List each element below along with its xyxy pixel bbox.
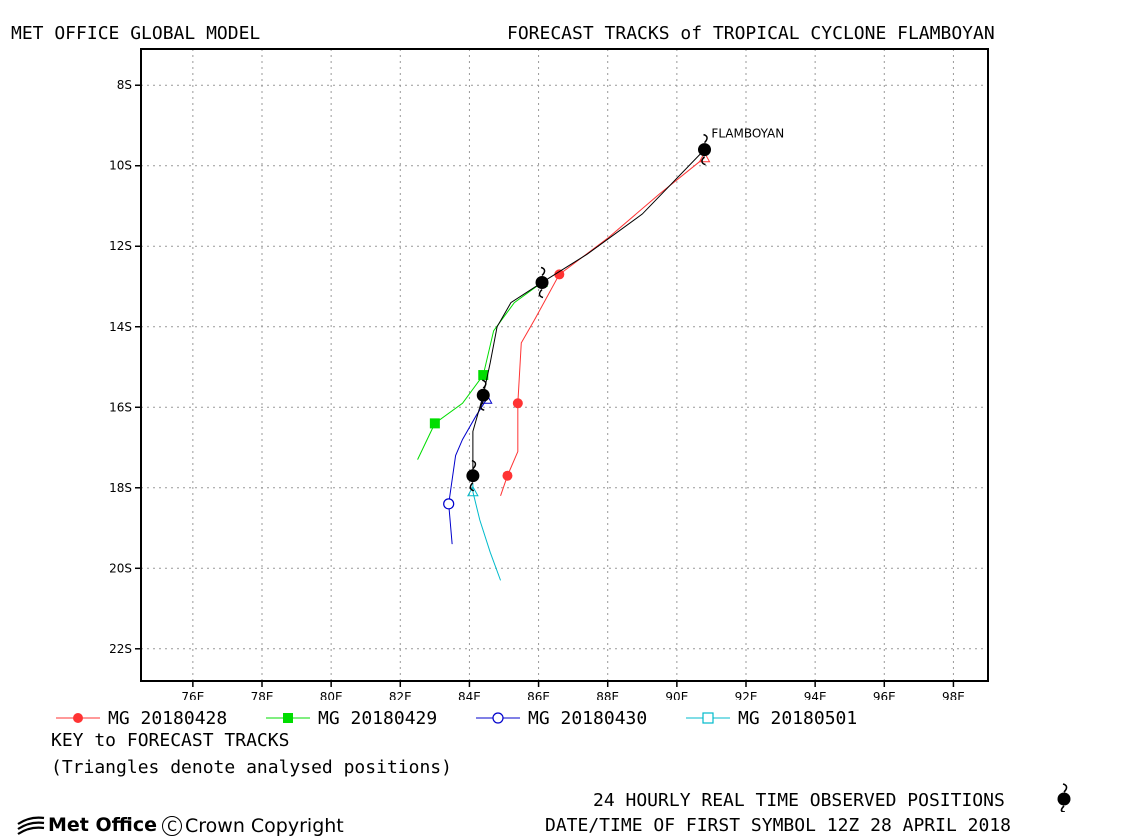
cyclone-symbol-arm (538, 288, 544, 299)
plot-frame (140, 48, 989, 682)
cyclone-symbol-arm (703, 133, 708, 144)
series-1 (500, 151, 711, 496)
cyclone-symbol-core (535, 275, 549, 289)
series-4 (467, 483, 502, 581)
legend-item-mg-20180429: MG 20180429 (266, 707, 438, 729)
cyclone-symbol-arm (701, 156, 706, 166)
observed-track (466, 133, 712, 492)
x-tick-label: 76E (181, 690, 204, 700)
x-tick-label: 80E (320, 690, 343, 700)
legend-label: MG 20180429 (318, 707, 438, 729)
forecast-track-chart: 76E 78E 80E 82E 84E 86E 88E 90E 92E 94E 96E 98E 8S 10… (109, 48, 989, 700)
legend-swatch-green (266, 713, 310, 723)
key-title: KEY to FORECAST TRACKS (51, 730, 290, 751)
grid (141, 49, 988, 681)
met-office-logo-icon (17, 816, 45, 835)
analysed-triangle (698, 151, 711, 163)
cyclone-symbol (466, 459, 480, 492)
x-tick-label: 86E (527, 690, 550, 700)
x-tick-label: 90E (665, 690, 688, 700)
y-tick-label: 20S (109, 561, 132, 575)
cyclone-symbol-icon (1057, 783, 1071, 812)
series-3 (443, 393, 493, 545)
legend-swatch-cyan (686, 712, 730, 724)
cyclone-symbol (535, 266, 549, 299)
legend-item-mg-20180428: MG 20180428 (56, 707, 228, 729)
legend-item-mg-20180501: MG 20180501 (686, 707, 858, 729)
copyright-text: Crown Copyright (185, 815, 344, 837)
cyclone-symbol-arm (540, 266, 546, 277)
first-symbol-datetime: DATE/TIME OF FIRST SYMBOL 12Z 28 APRIL 2… (545, 815, 1011, 836)
y-tick-label: 10S (109, 159, 132, 173)
legend-swatch-blue (476, 712, 520, 724)
met-office-logo-text: Met Office (48, 814, 157, 836)
cyclone-symbol-arm (469, 482, 475, 492)
legend-label: MG 20180428 (108, 707, 228, 729)
cyclone-symbol (476, 379, 490, 411)
cyclone-symbol-core (466, 469, 480, 483)
legend-label: MG 20180430 (528, 707, 648, 729)
series-marker (429, 418, 440, 429)
x-tick-label: 98E (942, 690, 965, 700)
y-tick-label: 12S (109, 239, 132, 253)
chart-title: FORECAST TRACKS of TROPICAL CYCLONE FLAM… (507, 23, 995, 44)
x-tick-label: 78E (251, 690, 274, 700)
axis-ticks: 76E 78E 80E 82E 84E 86E 88E 90E 92E 94E 96E 98E 8S 10… (109, 78, 965, 700)
x-tick-label: 84E (458, 690, 481, 700)
series-2 (417, 276, 548, 460)
legend-label: MG 20180501 (738, 707, 858, 729)
cyclone-symbol-arm (471, 459, 477, 470)
copyright: C Crown Copyright (162, 815, 344, 837)
x-tick-label: 96E (873, 690, 896, 700)
storm-label: FLAMBOYAN (711, 127, 784, 141)
series-marker (478, 370, 489, 381)
x-tick-label: 92E (735, 690, 758, 700)
legend-item-mg-20180430: MG 20180430 (476, 707, 648, 729)
key-note: (Triangles denote analysed positions) (51, 757, 452, 778)
x-tick-label: 88E (596, 690, 619, 700)
analysed-triangle (467, 485, 479, 497)
y-tick-label: 14S (109, 320, 132, 334)
series-marker (512, 398, 523, 409)
y-tick-label: 8S (117, 78, 132, 92)
series-tracks (417, 151, 711, 581)
observed-line (472, 149, 705, 476)
y-tick-label: 22S (109, 642, 132, 656)
series-marker (554, 269, 565, 280)
observed-positions-label: 24 HOURLY REAL TIME OBSERVED POSITIONS (593, 790, 1005, 811)
cyclone-symbol (698, 133, 712, 166)
cyclone-symbol-core (476, 388, 490, 402)
model-title: MET OFFICE GLOBAL MODEL (11, 23, 261, 44)
cyclone-symbol-core (698, 143, 712, 157)
copyright-icon: C (162, 816, 182, 836)
cyclone-symbol-arm (480, 401, 485, 411)
x-tick-label: 82E (389, 690, 412, 700)
cyclone-symbol-arm (482, 379, 487, 389)
met-office-logo: Met Office (16, 814, 157, 836)
y-tick-label: 16S (109, 400, 132, 414)
y-tick-label: 18S (109, 481, 132, 495)
series-line (472, 483, 502, 581)
legend-swatch-red (56, 713, 100, 723)
x-tick-label: 94E (804, 690, 827, 700)
series-marker (443, 498, 455, 510)
series-line (500, 157, 705, 496)
series-marker (502, 470, 513, 481)
